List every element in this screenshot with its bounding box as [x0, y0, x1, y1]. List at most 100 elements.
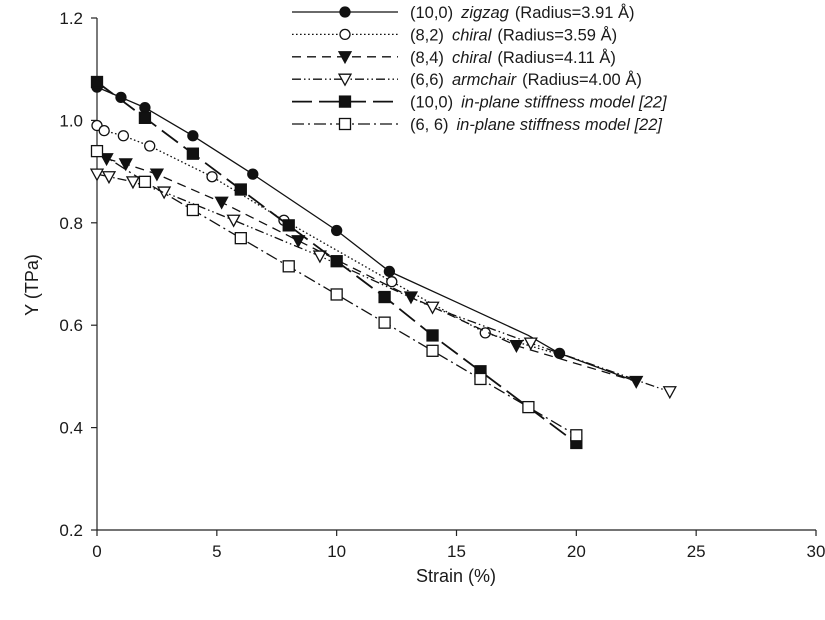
data-point-ch82 [144, 140, 156, 152]
legend-label-index: (10,0) [410, 94, 453, 112]
series-ips66 [90, 144, 583, 442]
legend-label: (8,4) chiral (Radius=4.11 Å) [410, 48, 616, 67]
data-point-ips66 [282, 260, 295, 273]
data-point-zz10 [247, 168, 259, 180]
data-point-ips10 [330, 255, 343, 268]
y-tick-label: 1.2 [59, 9, 83, 28]
data-point-ips66 [330, 288, 343, 301]
axes: 0 5 10 15 20 25 30 0.2 0.4 0.6 0.8 1.0 1.2 [59, 9, 825, 561]
data-point-ac66 [125, 176, 141, 190]
legend-swatch-marker [339, 28, 351, 41]
data-point-ac66 [523, 337, 538, 351]
x-tick-label: 25 [687, 542, 706, 561]
x-tick-label: 20 [567, 542, 586, 561]
series-layer [89, 75, 677, 450]
data-point-ch84 [99, 153, 114, 167]
series-ch82 [91, 119, 565, 357]
data-point-ac66 [425, 301, 440, 315]
series-line-ips66 [96, 150, 577, 436]
data-point-ch82 [117, 130, 130, 142]
data-point-ch82 [479, 327, 491, 339]
data-point-zz10 [139, 101, 151, 114]
data-point-ips66 [522, 400, 535, 414]
data-point-zz10 [383, 265, 396, 278]
data-point-ips66 [90, 144, 104, 158]
data-point-ch82 [206, 171, 218, 183]
data-point-ips66 [186, 203, 200, 217]
legend-label-radius: (Radius=3.59 Å) [497, 25, 617, 44]
data-point-ac66 [89, 168, 105, 182]
y-tick-label: 0.8 [59, 214, 83, 233]
data-point-ac66 [312, 250, 327, 264]
data-point-ips10 [138, 111, 152, 124]
legend-entry-ch84: (8,4) chiral (Radius=4.11 Å) [292, 48, 616, 67]
legend-label: (10,0) zigzag (Radius=3.91 Å) [410, 3, 635, 22]
data-point-zz10 [553, 347, 566, 360]
legend-label-radius: (Radius=4.11 Å) [497, 48, 615, 67]
data-point-ch84 [149, 168, 165, 182]
legend-swatch-marker [339, 6, 351, 18]
data-point-ips10 [378, 290, 391, 304]
data-point-ch84 [214, 196, 229, 210]
data-point-ch82 [386, 276, 398, 288]
legend: (10,0) zigzag (Radius=3.91 Å) (8,2) chiral (R… [292, 3, 667, 134]
legend-entry-zz10: (10,0) zigzag (Radius=3.91 Å) [292, 3, 635, 22]
legend-label-index: (6, 6) [410, 116, 449, 134]
data-point-ips10 [426, 329, 439, 342]
legend-label-type: chiral [452, 49, 493, 67]
legend-label-type: armchair [452, 71, 518, 89]
data-point-ips66 [426, 344, 439, 357]
legend-label: (8,2) chiral (Radius=3.59 Å) [410, 25, 617, 44]
data-point-ch84 [118, 158, 133, 172]
legend-swatch-marker [338, 95, 352, 108]
data-point-zz10 [331, 224, 343, 237]
y-tick-label: 1.0 [59, 111, 83, 130]
legend-label-type: chiral [452, 26, 493, 44]
legend-swatch-marker [338, 117, 352, 131]
data-point-ips66 [570, 429, 583, 442]
data-point-ips66 [378, 316, 391, 329]
x-axis-label: Strain (%) [416, 566, 496, 586]
series-line-ips10 [96, 81, 577, 444]
legend-entry-ch82: (8,2) chiral (Radius=3.59 Å) [292, 25, 617, 44]
data-point-ch82 [98, 124, 110, 137]
data-point-ips66 [474, 372, 487, 386]
data-point-ips10 [186, 147, 200, 160]
legend-label: (6, 6) in-plane stiffness model [22] [410, 116, 662, 134]
legend-label-radius: (Radius=4.00 Å) [522, 70, 642, 89]
data-point-ips10 [90, 75, 104, 89]
data-point-ips66 [234, 232, 247, 245]
data-point-ac66 [226, 214, 241, 228]
y-tick-label: 0.4 [59, 419, 83, 438]
data-point-ch84 [509, 340, 524, 354]
data-point-zz10 [187, 130, 199, 142]
x-tick-label: 30 [807, 542, 825, 561]
data-point-ac66 [662, 386, 677, 400]
y-tick-label: 0.2 [59, 521, 83, 540]
legend-label-model: in-plane stiffness model [22] [461, 94, 667, 112]
series-line-ch82 [96, 124, 565, 357]
legend-label-radius: (Radius=3.91 Å) [515, 3, 635, 22]
legend-label-index: (8,4) [410, 49, 444, 67]
data-point-ch84 [291, 235, 306, 249]
data-point-ac66 [157, 186, 172, 200]
legend-label: (10,0) in-plane stiffness model [22] [410, 94, 667, 112]
x-tick-label: 0 [92, 542, 101, 561]
legend-entry-ips10: (10,0) in-plane stiffness model [22] [292, 94, 667, 112]
data-point-ips66 [138, 175, 152, 188]
data-point-ac66 [101, 171, 117, 185]
y-tick-label: 0.6 [59, 316, 83, 335]
series-line-ch84 [106, 158, 637, 383]
data-point-ips10 [234, 183, 247, 196]
legend-swatch-marker [337, 73, 353, 87]
legend-label-model: in-plane stiffness model [22] [457, 116, 663, 134]
y-axis-label: Y (TPa) [22, 254, 42, 316]
legend-entry-ips66: (6, 6) in-plane stiffness model [22] [292, 116, 662, 134]
legend-label-type: zigzag [460, 4, 510, 22]
series-ips10 [90, 75, 583, 450]
legend-entry-ac66: (6,6) armchair (Radius=4.00 Å) [292, 70, 642, 89]
legend-label-index: (10,0) [410, 4, 453, 22]
data-point-zz10 [115, 91, 127, 104]
x-tick-label: 10 [327, 542, 346, 561]
